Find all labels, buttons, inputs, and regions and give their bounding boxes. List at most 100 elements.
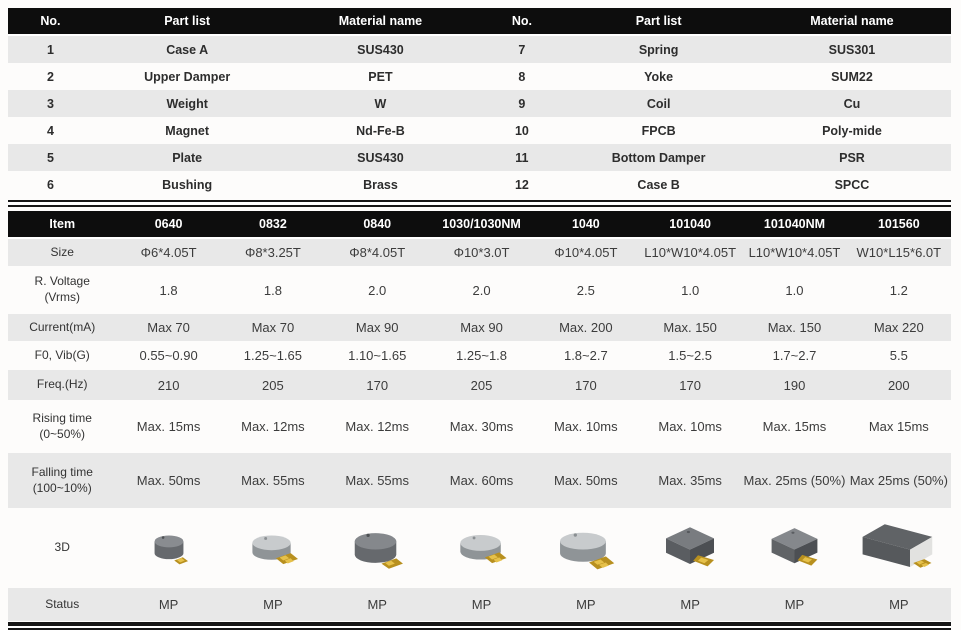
status-cell: MP bbox=[784, 597, 805, 612]
motor-3d-1030-cylinder-image bbox=[459, 535, 507, 564]
parts-header-partlist-left: Part list bbox=[92, 8, 282, 36]
part-no: 12 bbox=[514, 177, 529, 192]
spec-row-label: Current(mA) bbox=[29, 319, 96, 334]
spec-row-rising-time: Rising time (0~50%) Max. 15ms Max. 12ms … bbox=[8, 400, 951, 453]
part-name: Yoke bbox=[644, 69, 674, 84]
spec-row-3d: 3D bbox=[8, 508, 951, 588]
parts-header-no-left: No. bbox=[8, 8, 93, 36]
part-name: FPCB bbox=[641, 123, 676, 138]
status-cell: MP bbox=[889, 597, 909, 612]
spec-cell: Max 70 bbox=[147, 320, 190, 335]
motor-3d-1040-cylinder-image bbox=[559, 532, 615, 570]
part-material: PSR bbox=[839, 150, 865, 165]
spec-cell: L10*W10*4.05T bbox=[644, 245, 737, 260]
spec-cell: W10*L15*6.0T bbox=[856, 245, 942, 260]
spec-cell: Max. 50ms bbox=[136, 473, 201, 488]
parts-row: 6 Bushing Brass 12 Case B SPCC bbox=[8, 171, 951, 198]
spec-cell: Φ8*3.25T bbox=[244, 245, 301, 260]
parts-header-no-right: No. bbox=[479, 8, 565, 36]
spec-cell-3d bbox=[325, 508, 429, 588]
spec-row-status: Status MP MP MP MP MP MP MP MP bbox=[8, 588, 951, 621]
parts-table-header: No. Part list Material name No. Part lis… bbox=[8, 8, 951, 36]
motor-3d-101560-rect-image bbox=[862, 524, 933, 568]
spec-cell: Max 90 bbox=[460, 320, 503, 335]
spec-cell: 2.5 bbox=[576, 282, 595, 298]
part-material: PET bbox=[368, 69, 393, 84]
spec-cell: Max 25ms (50%) bbox=[849, 473, 948, 488]
status-cell: MP bbox=[471, 597, 492, 612]
part-no: 10 bbox=[514, 123, 529, 138]
spec-header-model-0640: 0640 bbox=[116, 211, 221, 239]
spec-cell-3d bbox=[638, 508, 742, 588]
spec-header-model-1030: 1030/1030NM bbox=[429, 211, 534, 239]
spec-row-current: Current(mA) Max 70 Max 70 Max 90 Max 90 … bbox=[8, 314, 951, 341]
spec-row-label: 3D bbox=[54, 540, 70, 555]
parts-header-material-left: Material name bbox=[281, 8, 480, 36]
spec-cell: Max. 60ms bbox=[449, 473, 514, 488]
spec-cell: 1.2 bbox=[889, 282, 908, 298]
part-name: Weight bbox=[166, 96, 208, 111]
spec-cell: 205 bbox=[470, 377, 493, 393]
part-material: Cu bbox=[843, 96, 861, 111]
spec-table-header: Item 0640 0832 0840 1030/1030NM 1040 101… bbox=[8, 211, 951, 239]
spec-cell: Max 15ms bbox=[868, 419, 929, 434]
spec-row-label: Falling time (100~10%) bbox=[31, 464, 93, 495]
spec-header-model-101040: 101040 bbox=[638, 211, 743, 239]
spec-cell: 1.8~2.7 bbox=[563, 348, 608, 363]
spec-cell: Max. 12ms bbox=[345, 419, 409, 434]
spec-cell: 190 bbox=[783, 377, 806, 393]
spec-cell: 1.10~1.65 bbox=[348, 348, 407, 363]
spec-header-model-101560: 101560 bbox=[846, 211, 951, 239]
spec-header-model-0840: 0840 bbox=[325, 211, 430, 239]
status-cell: MP bbox=[680, 597, 700, 612]
part-name: Magnet bbox=[165, 123, 210, 138]
part-name: Upper Damper bbox=[144, 69, 231, 84]
spec-cell: Φ8*4.05T bbox=[349, 245, 406, 260]
spec-header-model-1040: 1040 bbox=[533, 211, 638, 239]
part-material: Nd-Fe-B bbox=[356, 123, 405, 138]
table-divider-double-rule bbox=[8, 200, 951, 207]
spec-cell-3d bbox=[429, 508, 533, 588]
parts-table: No. Part list Material name No. Part lis… bbox=[8, 8, 951, 198]
spec-cell: Max. 10ms bbox=[658, 419, 722, 434]
spec-cell: 0.55~0.90 bbox=[139, 348, 198, 363]
spec-cell: 5.5 bbox=[889, 348, 908, 363]
motor-3d-101040-square-image bbox=[666, 527, 715, 567]
part-material: SUS301 bbox=[828, 42, 876, 57]
bottom-heavy-rule bbox=[8, 622, 951, 630]
spec-cell: 210 bbox=[157, 377, 180, 393]
spec-row-f0-vib: F0, Vib(G) 0.55~0.90 1.25~1.65 1.10~1.65… bbox=[8, 341, 951, 370]
motor-3d-0832-cylinder-image bbox=[252, 535, 298, 565]
spec-cell: Max 220 bbox=[873, 320, 924, 335]
spec-cell: Max. 30ms bbox=[449, 419, 514, 434]
spec-cell: 170 bbox=[574, 377, 597, 393]
part-name: Bushing bbox=[162, 177, 213, 192]
spec-row-label: Freq.(Hz) bbox=[36, 377, 88, 392]
spec-cell: Max. 150 bbox=[767, 320, 822, 335]
spec-cell: 2.0 bbox=[368, 282, 387, 298]
spec-cell: 200 bbox=[887, 377, 910, 393]
spec-cell: Max 90 bbox=[355, 320, 399, 335]
spec-row-falling-time: Falling time (100~10%) Max. 50ms Max. 55… bbox=[8, 453, 951, 508]
part-no: 4 bbox=[46, 123, 54, 138]
part-material: SUM22 bbox=[831, 69, 873, 84]
spec-cell: Max. 200 bbox=[559, 320, 613, 335]
spec-cell: 170 bbox=[366, 377, 389, 393]
part-no: 5 bbox=[46, 150, 54, 165]
parts-row: 4 Magnet Nd-Fe-B 10 FPCB Poly-mide bbox=[8, 117, 951, 144]
motor-3d-0640-cylinder-image bbox=[154, 535, 188, 565]
spec-row-label: Rising time (0~50%) bbox=[32, 410, 92, 441]
part-name: Case A bbox=[166, 42, 209, 57]
part-no: 6 bbox=[46, 177, 54, 192]
spec-cell: 1.0 bbox=[785, 282, 804, 298]
parts-row: 1 Case A SUS430 7 Spring SUS301 bbox=[8, 35, 951, 63]
part-name: Plate bbox=[172, 150, 203, 165]
part-material: SUS430 bbox=[357, 150, 404, 165]
spec-row-label: Size bbox=[50, 244, 74, 259]
part-no: 9 bbox=[518, 96, 526, 111]
status-cell: MP bbox=[263, 597, 283, 612]
spec-cell: 1.25~1.65 bbox=[243, 348, 302, 363]
spec-cell: 1.8 bbox=[159, 282, 178, 298]
parts-header-material-right: Material name bbox=[752, 8, 951, 36]
